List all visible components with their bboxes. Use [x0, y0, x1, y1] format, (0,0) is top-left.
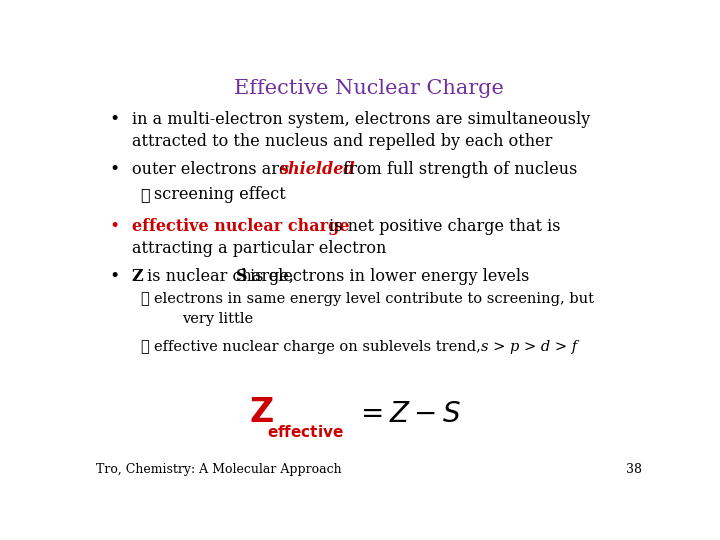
Text: attracted to the nucleus and repelled by each other: attracted to the nucleus and repelled by…: [132, 133, 552, 150]
Text: S: S: [236, 268, 248, 285]
Text: s > p > d > f: s > p > d > f: [481, 340, 577, 354]
Text: effective nuclear charge on sublevels trend,: effective nuclear charge on sublevels tr…: [154, 340, 486, 354]
Text: screening effect: screening effect: [154, 186, 286, 203]
Text: •: •: [109, 268, 120, 285]
Text: outer electrons are: outer electrons are: [132, 161, 294, 178]
Text: very little: very little: [182, 312, 253, 326]
Text: •: •: [109, 218, 120, 235]
Text: $\mathbf{effective}$: $\mathbf{effective}$: [267, 423, 345, 440]
Text: Effective Nuclear Charge: Effective Nuclear Charge: [234, 79, 504, 98]
Text: •: •: [109, 111, 120, 129]
Text: Z: Z: [132, 268, 143, 285]
Text: $= Z - S$: $= Z - S$: [355, 401, 461, 428]
Text: effective nuclear charge: effective nuclear charge: [132, 218, 349, 235]
Text: •: •: [109, 161, 120, 178]
Text: ✓: ✓: [140, 292, 149, 306]
Text: Tro, Chemistry: A Molecular Approach: Tro, Chemistry: A Molecular Approach: [96, 463, 341, 476]
Text: is electrons in lower energy levels: is electrons in lower energy levels: [245, 268, 529, 285]
Text: shielded: shielded: [279, 161, 354, 178]
Text: electrons in same energy level contribute to screening, but: electrons in same energy level contribut…: [154, 292, 594, 306]
Text: ✓: ✓: [140, 186, 150, 203]
Text: from full strength of nucleus: from full strength of nucleus: [338, 161, 577, 178]
Text: ✓: ✓: [140, 340, 149, 354]
Text: attracting a particular electron: attracting a particular electron: [132, 240, 386, 257]
Text: is nuclear charge,: is nuclear charge,: [142, 268, 299, 285]
Text: is net positive charge that is: is net positive charge that is: [324, 218, 561, 235]
Text: in a multi-electron system, electrons are simultaneously: in a multi-electron system, electrons ar…: [132, 111, 590, 129]
Text: 38: 38: [626, 463, 642, 476]
Text: $\mathbf{Z}$: $\mathbf{Z}$: [249, 396, 274, 429]
